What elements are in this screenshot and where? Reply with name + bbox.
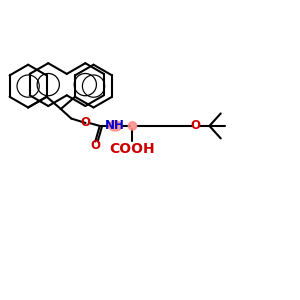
Text: O: O [190,119,200,132]
Text: O: O [80,116,91,130]
Text: COOH: COOH [110,142,155,156]
Ellipse shape [109,121,122,131]
Ellipse shape [128,122,136,130]
Text: NH: NH [105,119,125,132]
Text: O: O [90,139,100,152]
